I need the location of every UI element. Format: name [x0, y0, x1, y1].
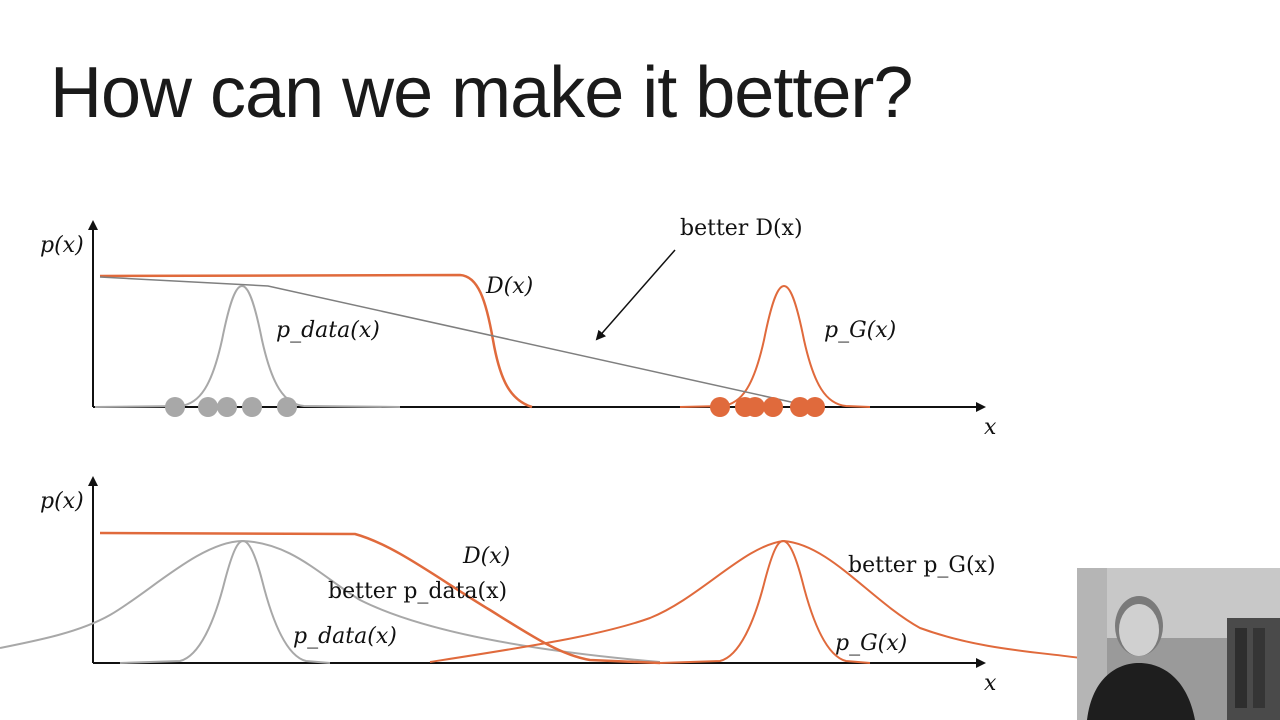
top-p-g-label: p_G(x) — [824, 318, 896, 343]
top-better-discriminator-line — [99, 276, 801, 405]
generated-sample — [790, 397, 810, 417]
bottom-p-g-label: p_G(x) — [835, 631, 907, 656]
generated-sample — [745, 397, 765, 417]
presenter-webcam — [1077, 568, 1280, 720]
bottom-p-g-curve — [659, 539, 871, 664]
top-discriminator-label: D(x) — [485, 274, 533, 299]
bottom-discriminator-curve — [99, 531, 661, 665]
real-sample — [165, 397, 185, 417]
top-y-axis-label: p(x) — [40, 233, 84, 258]
real-sample — [277, 397, 297, 417]
top-p-data-curve — [94, 284, 401, 408]
generated-sample — [710, 397, 730, 417]
slide-title: How can we make it better? — [50, 53, 913, 133]
better-p-g-label: better p_G(x) — [848, 553, 996, 578]
generated-samples — [710, 397, 825, 417]
real-sample — [242, 397, 262, 417]
generated-sample — [763, 397, 783, 417]
bottom-x-axis-label: x — [984, 671, 997, 696]
bottom-p-data-curve — [119, 539, 331, 664]
top-x-axis-label: x — [984, 415, 997, 440]
presenter-video-thumbnail-icon — [1077, 568, 1280, 720]
real-sample — [198, 397, 218, 417]
bottom-diagram: p(x) x D(x) better p_data(x) p_data(x) b… — [0, 476, 1081, 696]
top-p-g-curve — [679, 284, 871, 408]
bottom-y-axis-label: p(x) — [40, 489, 84, 514]
real-sample — [217, 397, 237, 417]
better-d-arrow — [595, 249, 676, 341]
generated-sample — [805, 397, 825, 417]
top-diagram: p(x) x D(x) p_data(x) p_G(x) better D(x) — [40, 216, 997, 440]
real-samples — [165, 397, 297, 417]
bottom-discriminator-label: D(x) — [462, 544, 510, 569]
better-p-data-curve — [0, 539, 661, 663]
top-p-data-label: p_data(x) — [276, 318, 380, 343]
top-discriminator-curve — [99, 273, 533, 409]
bottom-p-data-label: p_data(x) — [293, 624, 397, 649]
better-p-data-label: better p_data(x) — [328, 579, 507, 604]
better-discriminator-label: better D(x) — [680, 216, 803, 241]
